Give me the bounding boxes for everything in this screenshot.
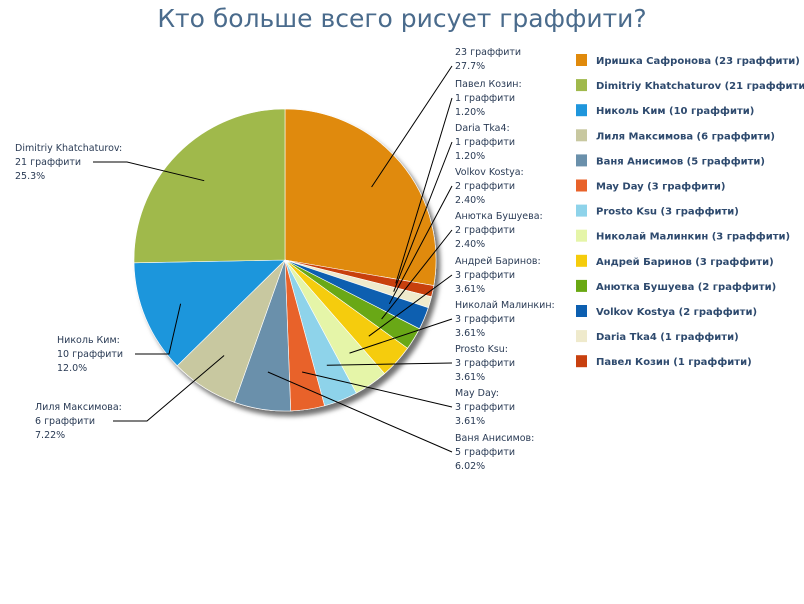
leader-line-7 — [349, 318, 453, 354]
legend-item-3: Daria Tka4 (1 граффити) — [596, 331, 739, 343]
slice-label-12-line-2: 10 граффити — [57, 349, 123, 360]
leader-line-9 — [301, 371, 453, 408]
slice-label-7-line-1: Николай Малинкин: — [455, 300, 555, 311]
legend-swatch-4 — [576, 305, 587, 317]
pie-slice-1 — [284, 108, 437, 286]
slice-label-10-line-1: Ваня Анисимов: — [455, 433, 534, 444]
slice-label-6-line-3: 3.61% — [455, 284, 485, 295]
slice-label-3-line-2: 1 граффити — [455, 137, 515, 148]
legend-swatch-13 — [576, 79, 587, 92]
legend-item-12: Николь Ким (10 граффити) — [596, 105, 754, 117]
leader-line-1 — [371, 65, 453, 188]
slice-label-2-line-2: 1 граффити — [455, 93, 515, 104]
legend-swatch-9 — [576, 179, 587, 192]
slice-label-6-line-1: Андрей Баринов: — [455, 256, 541, 267]
slice-labels: 23 граффити 27.7% Павел Козин: 1 граффити 1.… — [15, 47, 555, 472]
slice-label-9-line-1: May Day: — [455, 388, 499, 399]
slice-label-5-line-2: 2 граффити — [455, 225, 515, 236]
legend-swatch-3 — [576, 330, 587, 343]
legend-item-10: Ваня Анисимов (5 граффити) — [596, 155, 765, 167]
slice-label-3-line-1: Daria Tka4: — [455, 123, 510, 134]
pie-slices — [133, 108, 437, 412]
leader-line-3 — [393, 141, 453, 292]
legend-item-9: May Day (3 граффити) — [596, 181, 726, 193]
leader-lines — [93, 65, 453, 453]
slice-label-5-line-1: Анютка Бушуева: — [455, 211, 543, 222]
legend-item-2: Павел Козин (1 граффити) — [596, 356, 752, 368]
slice-label-1-line-2: 27.7% — [455, 61, 485, 72]
legend-item-11: Лиля Максимова (6 граффити) — [596, 130, 775, 142]
slice-label-8-line-3: 3.61% — [455, 372, 485, 383]
legend-swatch-2 — [576, 355, 587, 368]
leader-line-4 — [388, 185, 453, 305]
leader-line-6 — [368, 274, 453, 337]
slice-label-4-line-2: 2 граффити — [455, 181, 515, 192]
legend-swatch-7 — [576, 229, 587, 242]
slice-label-11-line-3: 7.22% — [35, 430, 65, 441]
leader-line-8 — [326, 362, 453, 366]
slice-label-11-line-2: 6 граффити — [35, 416, 95, 427]
legend-item-7: Николай Малинкин (3 граффити) — [596, 231, 790, 243]
leader-line-12 — [135, 303, 182, 355]
slice-label-9-line-2: 3 граффити — [455, 402, 515, 413]
legend-item-6: Андрей Баринов (3 граффити) — [596, 256, 774, 268]
slice-label-11-line-1: Лиля Максимова: — [35, 402, 122, 413]
legend-item-5: Анютка Бушуева (2 граффити) — [596, 281, 776, 293]
leader-line-2 — [395, 97, 453, 284]
leader-line-10 — [267, 371, 453, 453]
legend-item-1: Иришка Сафронова (23 граффити) — [596, 55, 800, 67]
legend: Иришка Сафронова (23 граффити) Dimitriy K… — [576, 54, 804, 368]
legend-swatch-8 — [576, 204, 587, 217]
slice-label-10-line-3: 6.02% — [455, 461, 485, 472]
slice-label-12-line-3: 12.0% — [57, 363, 87, 374]
legend-item-4: Volkov Kostya (2 граффити) — [596, 306, 757, 318]
pie-slice-13 — [133, 108, 286, 264]
slice-label-2-line-1: Павел Козин: — [455, 79, 522, 90]
slice-label-7-line-3: 3.61% — [455, 328, 485, 339]
slice-label-8-line-2: 3 граффити — [455, 358, 515, 369]
slice-label-5-line-3: 2.40% — [455, 239, 485, 250]
leader-line-11 — [113, 355, 225, 422]
pie-slice-12 — [133, 259, 286, 367]
legend-swatch-10 — [576, 154, 587, 167]
slice-label-8-line-1: Prosto Ksu: — [455, 344, 508, 355]
slice-label-1-line-1: 23 граффити — [455, 47, 521, 58]
legend-swatch-1 — [576, 54, 587, 66]
leader-line-5 — [381, 229, 453, 320]
legend-item-8: Prosto Ksu (3 граффити) — [596, 206, 739, 218]
legend-swatch-12 — [576, 104, 587, 117]
slice-label-4-line-3: 2.40% — [455, 195, 485, 206]
slice-label-6-line-2: 3 граффити — [455, 270, 515, 281]
slice-label-3-line-3: 1.20% — [455, 151, 485, 162]
legend-item-13: Dimitriy Khatchaturov (21 граффити) — [596, 80, 804, 92]
slice-label-13-line-2: 21 граффити — [15, 157, 81, 168]
slice-label-13-line-1: Dimitriy Khatchaturov: — [15, 143, 122, 154]
slice-label-7-line-2: 3 граффити — [455, 314, 515, 325]
legend-swatch-11 — [576, 129, 587, 142]
slice-label-10-line-2: 5 граффити — [455, 447, 515, 458]
leader-line-13 — [93, 161, 205, 182]
slice-label-2-line-3: 1.20% — [455, 107, 485, 118]
legend-swatch-6 — [576, 254, 587, 267]
chart-title: Кто больше всего рисует граффити? — [157, 4, 647, 33]
slice-label-12-line-1: Николь Ким: — [57, 335, 120, 346]
slice-label-4-line-1: Volkov Kostya: — [455, 167, 524, 178]
legend-swatch-5 — [576, 279, 587, 292]
slice-label-9-line-3: 3.61% — [455, 416, 485, 427]
slice-label-13-line-3: 25.3% — [15, 171, 45, 182]
